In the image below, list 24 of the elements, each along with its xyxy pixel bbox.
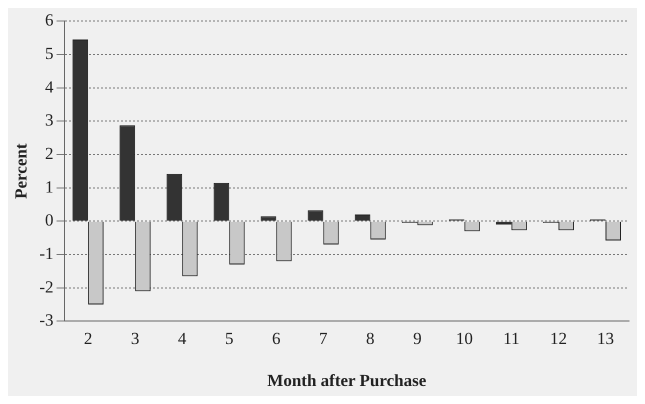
y-tick-label: 2 xyxy=(45,144,54,163)
x-tick-label: 3 xyxy=(130,328,140,348)
x-axis-title: Month after Purchase xyxy=(267,371,427,390)
x-tick-label: 10 xyxy=(456,328,473,348)
x-tick-label: 11 xyxy=(503,328,520,348)
x-tick-label: 5 xyxy=(224,328,234,348)
y-tick-label: 5 xyxy=(45,44,54,63)
x-tick-label: 4 xyxy=(178,328,187,348)
x-tick-label: 7 xyxy=(319,328,328,348)
y-tick-label: 4 xyxy=(45,77,54,96)
y-tick-label: 1 xyxy=(45,177,54,196)
y-axis-title: Percent xyxy=(12,143,31,199)
y-tick-label: -2 xyxy=(39,277,54,296)
y-tick-label: 3 xyxy=(45,110,54,130)
x-tick-label: 6 xyxy=(272,328,280,348)
x-tick-label: 12 xyxy=(550,328,567,348)
y-tick-label: 0 xyxy=(45,210,54,230)
x-tick-label: 9 xyxy=(413,328,422,348)
y-tick-label: -3 xyxy=(39,310,54,330)
y-tick-label: -1 xyxy=(39,244,54,263)
x-tick-label: 8 xyxy=(366,328,375,348)
y-tick-label: 6 xyxy=(45,10,54,30)
x-tick-label: 2 xyxy=(84,328,92,348)
x-tick-label: 13 xyxy=(596,328,614,348)
